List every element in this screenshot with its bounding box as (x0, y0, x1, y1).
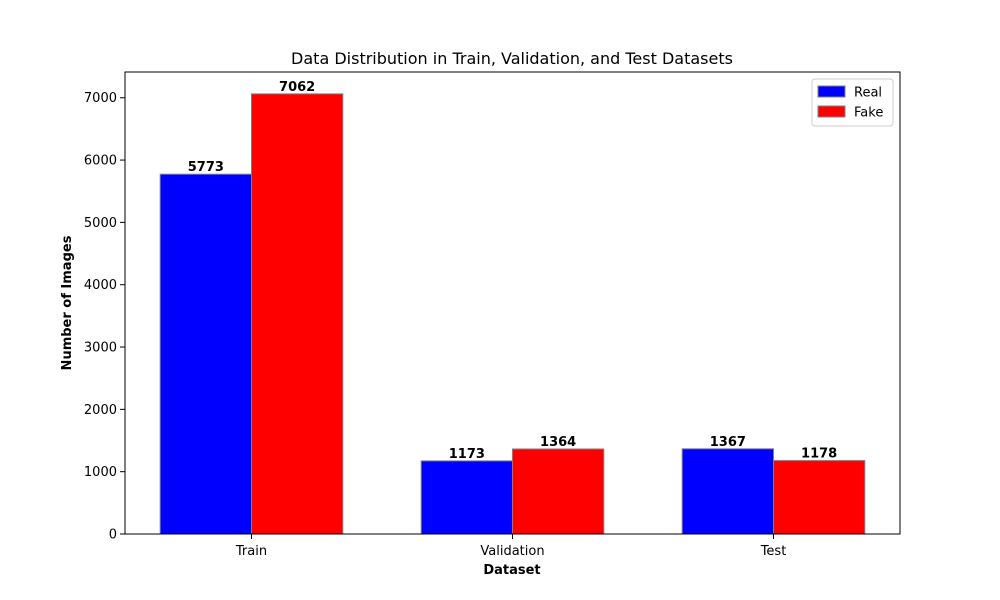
bars-layer (159, 93, 866, 535)
legend-swatch-real (817, 85, 846, 98)
y-tick-label: 0 (109, 528, 117, 543)
bar-real-validation (420, 460, 514, 535)
x-tick-label: Test (760, 544, 787, 559)
y-tick-label: 2000 (84, 403, 117, 418)
legend-label-fake: Fake (854, 106, 883, 121)
data-label-fake-test: 1178 (801, 447, 837, 462)
bar-fake-validation (512, 448, 605, 535)
y-tick-label: 5000 (84, 216, 117, 231)
bar-fake-train (251, 93, 344, 535)
y-tick-label: 1000 (84, 465, 117, 480)
data-label-real-validation: 1173 (449, 447, 485, 462)
chart-title: Data Distribution in Train, Validation, … (291, 49, 733, 68)
legend-label-real: Real (854, 86, 882, 101)
x-tick-label: Validation (480, 544, 544, 559)
x-axis: Train Validation Test (235, 534, 786, 559)
data-label-fake-validation: 1364 (540, 435, 576, 450)
legend-swatch-fake (817, 105, 846, 118)
bar-real-test (681, 448, 775, 535)
x-tick-label: Train (235, 544, 267, 559)
data-label-real-train: 5773 (188, 160, 224, 175)
bar-fake-test (773, 460, 866, 535)
y-tick-label: 3000 (84, 341, 117, 356)
bar-real-train (159, 173, 252, 535)
y-tick-label: 6000 (84, 154, 117, 169)
legend: Real Fake (811, 78, 894, 127)
y-axis-label: Number of Images (60, 235, 75, 370)
data-labels-layer: 5773 7062 1173 1364 1367 1178 (188, 80, 837, 462)
y-tick-label: 4000 (84, 278, 117, 293)
data-label-fake-train: 7062 (279, 80, 315, 95)
y-axis: 0 1000 2000 3000 4000 5000 6000 7000 (84, 91, 125, 543)
y-tick-label: 7000 (84, 91, 117, 106)
x-axis-label: Dataset (483, 563, 540, 578)
data-label-real-test: 1367 (710, 435, 746, 450)
